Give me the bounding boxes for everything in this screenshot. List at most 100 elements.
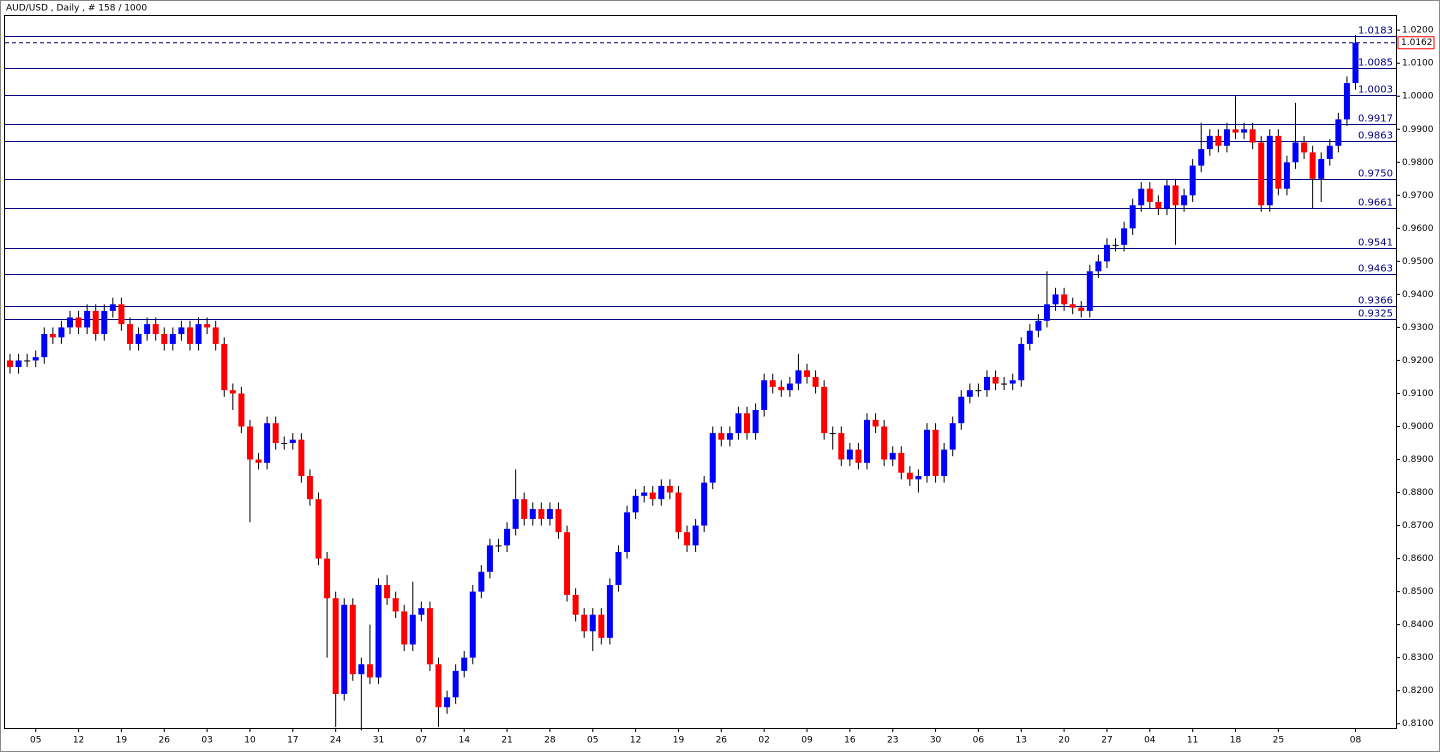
candle-body [109,304,116,311]
y-tick-label: 1.0000 [1402,92,1434,102]
last-price-box [1397,36,1435,50]
x-tick-label: 23 [887,736,898,746]
candle-body [1052,294,1059,305]
candle-body [581,614,588,632]
candle-body [1035,320,1042,331]
candle-body [589,614,596,632]
candle-body [195,324,202,344]
candle-body [709,433,716,483]
x-tick-label: 27 [1101,736,1112,746]
candle-body [246,426,253,460]
candle-body [761,380,768,410]
y-tick-label: 0.9400 [1402,290,1434,300]
level-label-bg [1358,25,1394,36]
candle-body [546,509,553,519]
y-tick-label: 0.8200 [1402,686,1434,696]
candle-body [84,310,91,328]
x-tick-label: 07 [416,736,427,746]
candle-body [786,383,793,391]
x-tick-label: 08 [1350,736,1362,746]
candle-body [666,485,673,493]
candle-body [821,386,828,434]
candle-body [692,525,699,546]
candle-body [504,528,511,546]
level-label-bg [1358,308,1394,319]
candle-body [229,390,236,394]
candle-body [992,376,999,384]
y-tick-label: 0.9800 [1402,158,1434,168]
candle-body [941,449,948,477]
candle-body [555,509,562,533]
candle-body [392,598,399,612]
candle-body [606,585,613,638]
candle-body [444,697,451,708]
y-tick-label: 0.8400 [1402,620,1434,630]
candle-body [1018,343,1025,381]
level-label: 0.9750 [1358,169,1393,180]
candle-body [306,476,313,500]
candle-body [281,443,288,445]
candle-body [812,376,819,387]
candle-body [701,482,708,526]
candle-body [341,604,348,694]
candle-body [1001,383,1008,385]
level-label: 0.9863 [1358,131,1393,142]
level-label-bg [1358,237,1394,248]
level-label-bg [1358,84,1394,95]
candle-body [1172,185,1179,206]
level-label: 1.0085 [1358,58,1393,69]
x-tick-label: 18 [1230,736,1242,746]
candle-body [238,393,245,427]
candle-body [538,509,545,519]
level-label: 0.9541 [1358,238,1393,249]
candle-body [1155,201,1162,209]
candle-body [915,476,922,480]
candle-body [1241,129,1248,133]
x-tick-label: 26 [159,736,171,746]
candle-body [15,360,22,368]
candle-body [1223,129,1230,146]
candle-body [1249,129,1256,143]
candle-body [872,419,879,427]
candle-body [478,571,485,592]
x-tick-label: 03 [201,736,212,746]
level-label: 0.9366 [1358,296,1393,307]
candle-body [598,614,605,638]
candle-body [135,334,142,344]
x-tick-label: 10 [244,736,256,746]
level-label-bg [1358,263,1394,274]
candle-body [726,433,733,440]
x-tick-label: 20 [1058,736,1070,746]
x-tick-label: 02 [758,736,769,746]
candle-body [32,357,39,361]
level-label-bg [1358,295,1394,306]
y-tick-label: 0.9300 [1402,323,1434,333]
candle-body [855,449,862,463]
candle-body [435,664,442,708]
y-tick-label: 0.8600 [1402,554,1434,564]
candle-body [41,334,48,358]
candle-body [24,360,31,362]
candle-body [1146,188,1153,202]
candle-body [418,608,425,615]
candle-body [675,492,682,533]
level-label: 1.0183 [1358,26,1393,37]
level-label-bg [1358,168,1394,179]
candle-body [358,664,365,675]
candle-body [204,324,211,328]
candle-body [126,324,133,344]
candle-body [898,452,905,473]
candle-body [641,492,648,496]
candle-body [1163,185,1170,209]
candle-body [92,310,99,335]
x-tick-label: 04 [1144,736,1156,746]
x-tick-label: 12 [73,736,84,746]
level-label: 1.0003 [1358,85,1393,96]
candle-body [298,439,305,477]
x-tick-label: 28 [544,736,556,746]
y-tick-label: 0.8300 [1402,653,1434,663]
candle-body [289,439,296,444]
x-tick-label: 19 [116,736,128,746]
candle-body [958,396,965,424]
x-tick-label: 14 [458,736,470,746]
